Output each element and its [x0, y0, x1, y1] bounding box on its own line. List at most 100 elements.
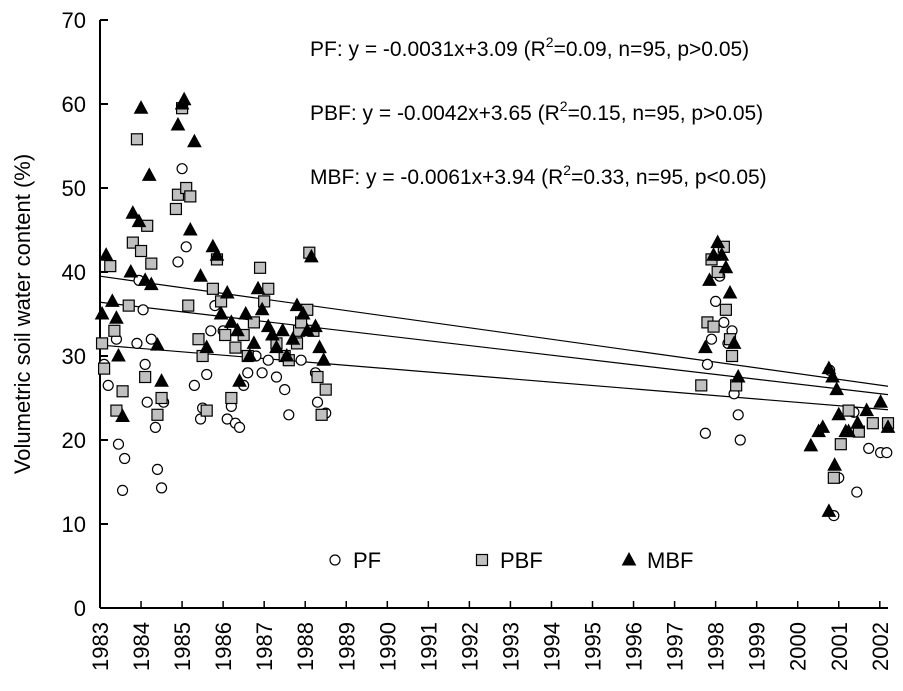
point: [710, 295, 722, 307]
point: [698, 339, 713, 354]
point: [829, 381, 845, 396]
point: [108, 324, 121, 337]
point: [866, 417, 879, 430]
point: [104, 260, 117, 273]
y-tick-label: 0: [74, 596, 86, 621]
legend-label: MBF: [647, 548, 693, 573]
point: [295, 305, 311, 320]
point: [192, 333, 205, 346]
point: [126, 236, 139, 249]
point: [119, 452, 131, 465]
point: [193, 268, 208, 282]
point: [206, 282, 219, 295]
point: [171, 188, 185, 201]
point: [225, 391, 238, 405]
point: [219, 284, 235, 299]
point: [695, 379, 708, 392]
point: [95, 337, 109, 350]
point: [232, 373, 247, 387]
point: [311, 370, 324, 384]
point: [182, 299, 195, 312]
point: [279, 347, 295, 362]
annotation: PF: y = -0.0031x+3.09 (R2=0.09, n=95, p>…: [310, 34, 749, 61]
point: [726, 335, 742, 349]
x-tick-label: 1984: [129, 622, 154, 671]
point: [859, 402, 874, 417]
x-tick-label: 1993: [498, 622, 523, 671]
point: [112, 438, 125, 450]
annotation-sup: 2: [560, 98, 568, 114]
point: [98, 247, 114, 261]
annotation-text: PF: y = -0.0031x+3.09 (R: [310, 38, 546, 61]
point: [825, 368, 840, 383]
point: [123, 263, 139, 278]
legend-label: PBF: [500, 548, 543, 573]
point: [710, 234, 726, 249]
point: [125, 205, 141, 219]
point: [151, 463, 164, 475]
point: [176, 91, 192, 106]
point: [247, 316, 261, 329]
point: [116, 385, 129, 398]
point: [262, 282, 275, 295]
point: [139, 358, 151, 370]
point: [139, 370, 152, 384]
y-axis-label: Volumetric soil water content (%): [10, 154, 35, 474]
point: [102, 379, 114, 391]
point: [180, 241, 192, 253]
point: [699, 427, 711, 439]
point: [285, 331, 301, 345]
point: [133, 100, 149, 114]
point: [295, 354, 307, 366]
point: [201, 368, 213, 381]
point: [732, 409, 744, 421]
point: [182, 221, 198, 236]
point: [850, 415, 865, 429]
y-tick-label: 20: [62, 428, 86, 453]
point: [104, 293, 120, 307]
annotation: MBF: y = -0.0061x+3.94 (R2=0.33, n=95, p…: [310, 162, 767, 189]
point: [131, 213, 147, 228]
point: [199, 339, 215, 354]
point: [863, 442, 875, 454]
x-tick-label: 1995: [581, 622, 606, 671]
point: [200, 404, 213, 417]
point: [145, 257, 158, 270]
point: [116, 484, 129, 496]
point: [115, 408, 130, 422]
point: [725, 349, 739, 363]
point: [827, 471, 840, 484]
point: [229, 341, 242, 354]
annotation-text: =0.09, n=95, p>0.05): [554, 38, 750, 61]
annotation-text: =0.33, n=95, p<0.05): [571, 166, 767, 189]
point: [209, 247, 225, 261]
point: [730, 368, 746, 383]
point: [319, 383, 332, 396]
point: [154, 373, 169, 387]
x-tick-label: 1994: [539, 622, 564, 671]
point: [187, 133, 202, 148]
point: [131, 337, 143, 349]
annotation-text: MBF: y = -0.0061x+3.94 (R: [310, 166, 563, 189]
point: [94, 305, 110, 320]
point: [815, 419, 831, 433]
point: [269, 339, 284, 354]
point: [111, 347, 126, 362]
point: [283, 409, 295, 421]
point: [254, 301, 270, 316]
point: [256, 367, 268, 379]
point: [289, 297, 305, 312]
point: [265, 326, 280, 341]
x-tick-label: 2002: [868, 622, 893, 671]
point: [242, 347, 258, 362]
y-tick-label: 60: [62, 92, 86, 117]
point: [137, 304, 149, 316]
point: [719, 303, 732, 316]
x-tick-label: 1983: [88, 622, 113, 671]
point: [149, 421, 162, 433]
point: [242, 367, 254, 379]
point: [304, 248, 319, 263]
x-tick-label: 1987: [252, 622, 277, 671]
point: [834, 438, 847, 451]
